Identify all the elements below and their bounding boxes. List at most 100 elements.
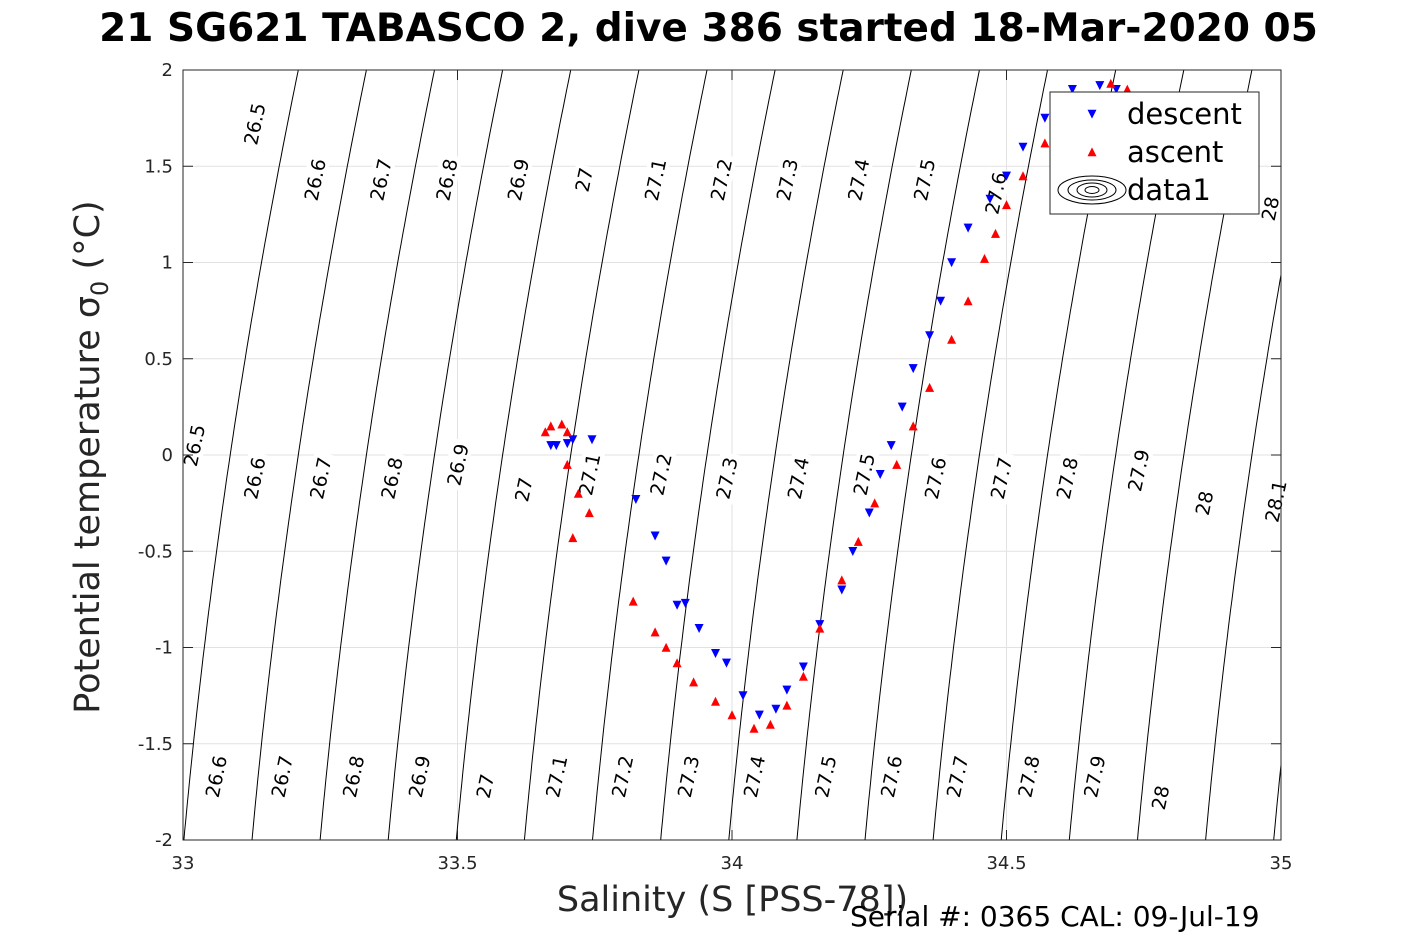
- contour-label-bg: [710, 451, 743, 505]
- ascent-point: [546, 421, 556, 431]
- descent-point: [562, 439, 572, 449]
- descent-point: [875, 469, 885, 479]
- contour-label-text: 27.4: [844, 157, 874, 203]
- descent-point: [711, 648, 720, 658]
- contour-label-bg: [1122, 443, 1155, 498]
- contour-label-text: 27.9: [1080, 754, 1110, 800]
- x-tick-label: 33.5: [437, 853, 477, 874]
- contour-label: 27.2: [606, 749, 638, 804]
- ascent-point: [573, 488, 583, 498]
- contour-label-text: 27.6: [921, 455, 951, 501]
- descent-point: [1018, 142, 1028, 152]
- ascent-point: [892, 459, 902, 469]
- contour-label: 27.5: [809, 749, 841, 804]
- contour-label-text: 26.9: [405, 754, 435, 800]
- descent-point: [672, 600, 682, 610]
- density-contour: [796, 70, 912, 840]
- contour-label-text: 28.1: [1261, 478, 1291, 524]
- ascent-point: [870, 498, 880, 508]
- chart-title: 21 SG621 TABASCO 2, dive 386 started 18-…: [99, 6, 1318, 51]
- contour-label-bg: [1190, 487, 1218, 520]
- density-contour: [932, 70, 1049, 840]
- contour-label-text: 26.6: [202, 754, 232, 800]
- ascent-point: [980, 253, 989, 263]
- contour-label: 28: [1146, 781, 1174, 814]
- descent-point: [782, 685, 792, 695]
- contour-label: 26.7: [304, 451, 336, 505]
- ascent-point: [1040, 138, 1050, 148]
- contour-label-bg: [875, 749, 908, 804]
- descent-point: [650, 531, 660, 541]
- contour-label-bg: [403, 749, 436, 804]
- contour-label: 26.8: [430, 152, 463, 207]
- descent-point: [837, 585, 847, 595]
- density-contour: [523, 70, 640, 840]
- contour-label-bg: [672, 749, 705, 804]
- descent-point: [1067, 85, 1077, 94]
- density-contour: [251, 70, 367, 840]
- contour-label: 27.6: [875, 749, 908, 804]
- contour-label: 26.9: [441, 437, 474, 492]
- contour-label: 27: [570, 163, 598, 196]
- legend-contour-symbol: [1084, 186, 1100, 194]
- descent-point: [925, 331, 935, 341]
- contour-label: 26.9: [403, 749, 436, 804]
- density-contour: [864, 70, 980, 840]
- descent-point: [738, 691, 748, 701]
- ascent-point: [782, 700, 792, 710]
- ascent-point: [991, 228, 1000, 238]
- contour-label-bg: [1078, 749, 1111, 804]
- y-tick-label: 2: [162, 60, 173, 81]
- contour-label-bg: [847, 447, 880, 502]
- descent-point: [908, 364, 918, 374]
- contour-label-text: 26.9: [443, 442, 473, 488]
- contour-label-text: 27.1: [575, 452, 605, 498]
- contour-label-text: 27.2: [646, 452, 676, 498]
- ascent-point: [1106, 78, 1116, 88]
- ascent-point: [568, 533, 578, 543]
- contour-label-bg: [337, 749, 370, 804]
- ascent-point: [947, 334, 957, 344]
- descent-point: [1040, 113, 1050, 123]
- contour-label-bg: [1146, 781, 1174, 814]
- contour-label: 26.6: [199, 749, 232, 804]
- contour-label: 26.5: [238, 97, 271, 151]
- ascent-point: [672, 658, 682, 668]
- contour-label-text: 27.1: [542, 754, 572, 800]
- contour-label-text: 27.7: [987, 455, 1017, 501]
- contour-label-bg: [1012, 749, 1045, 804]
- descent-point: [936, 296, 946, 306]
- legend-contour-symbol: [1067, 179, 1117, 201]
- x-tick-label: 35: [1270, 853, 1293, 874]
- contour-label: 26.8: [375, 451, 408, 505]
- y-tick-label: -2: [155, 830, 173, 851]
- contour-label-text: 27: [473, 772, 500, 800]
- ascent-point: [1018, 171, 1028, 181]
- legend-label: ascent: [1127, 135, 1223, 169]
- contour-label-text: 27.2: [707, 157, 737, 203]
- y-tick-label: 0: [162, 445, 173, 466]
- contour-label: 27.6: [919, 451, 951, 505]
- contour-label-text: 26.5: [180, 423, 210, 469]
- descent-point: [985, 194, 995, 204]
- y-tick-label: -1.5: [138, 734, 173, 755]
- contour-label-text: 26.6: [240, 455, 270, 501]
- x-axis-label: Salinity (S [PSS-78]): [556, 880, 909, 920]
- ascent-point: [584, 508, 594, 518]
- contour-label-bg: [705, 152, 737, 207]
- contour-label-text: 27.3: [773, 157, 803, 203]
- density-contour: [455, 70, 572, 840]
- contour-label: 27.3: [770, 152, 803, 207]
- legend-box: [1049, 91, 1260, 215]
- contour-label: 27.8: [1012, 749, 1045, 804]
- contour-label: 27.7: [941, 749, 973, 804]
- contour-label-bg: [1050, 451, 1083, 505]
- ascent-point: [749, 723, 759, 733]
- contour-label-bg: [298, 152, 331, 207]
- contour-label-text: 27.4: [784, 455, 814, 501]
- density-contours: [183, 70, 1281, 840]
- contour-label-bg: [644, 447, 677, 502]
- contour-label-text: 26.8: [432, 157, 462, 203]
- contour-label-bg: [573, 447, 606, 502]
- ascent-point: [765, 719, 775, 729]
